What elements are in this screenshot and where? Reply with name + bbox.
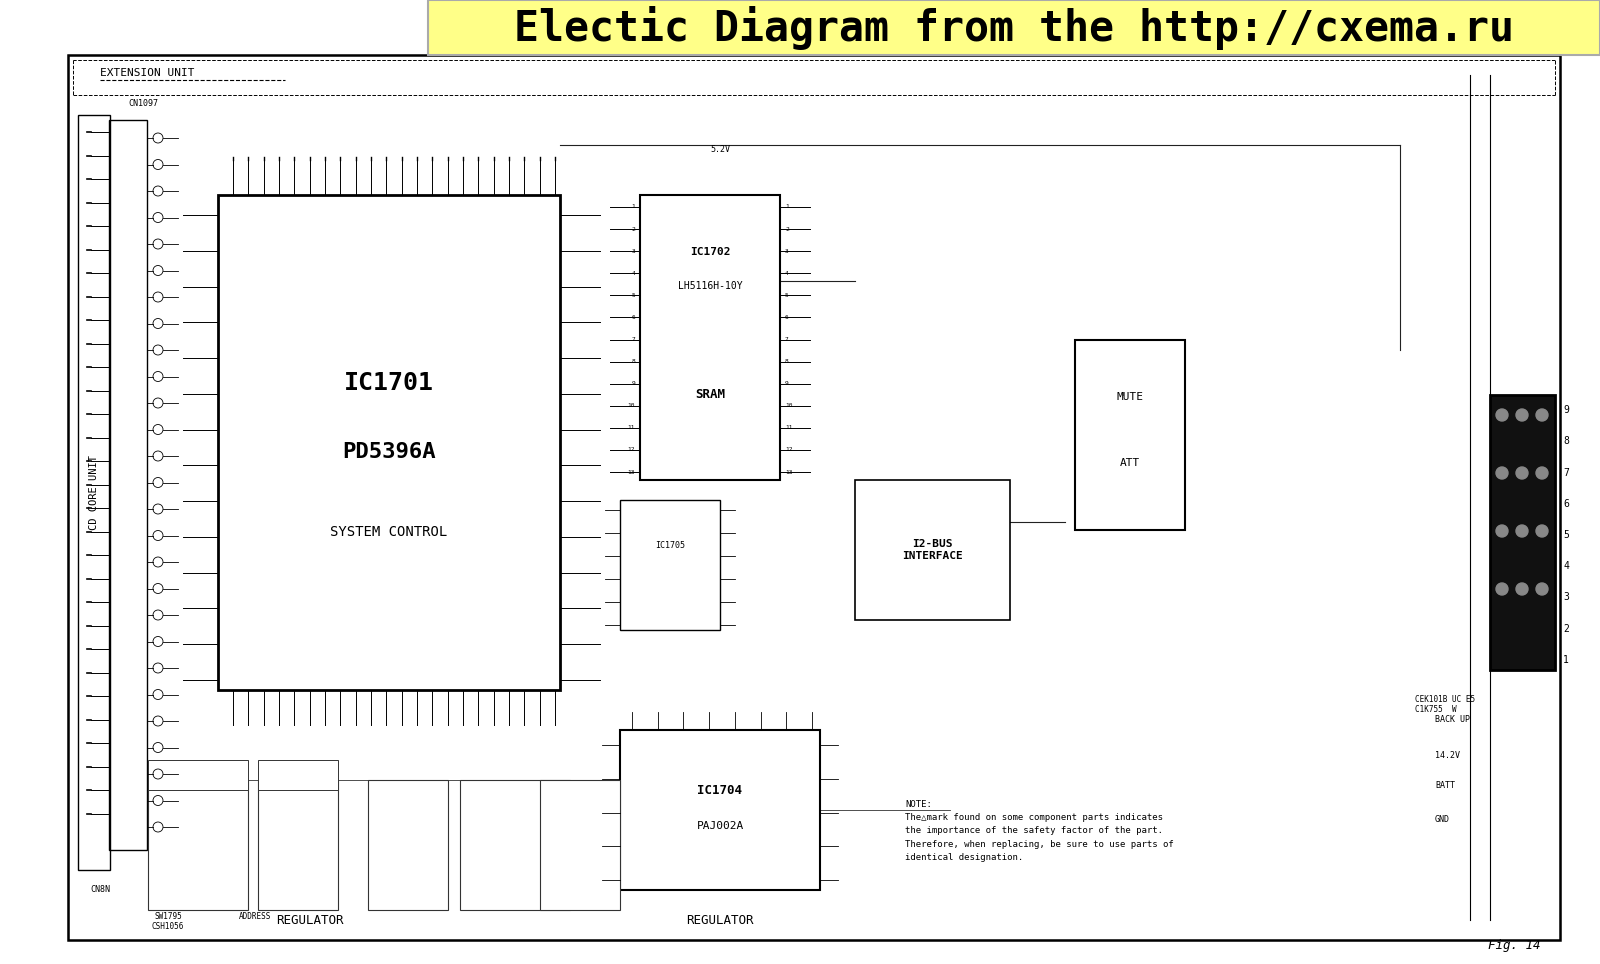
Text: CD CORE UNIT: CD CORE UNIT [90,455,99,530]
Bar [147,760,248,790]
Text: EXTENSION UNIT: EXTENSION UNIT [99,68,195,78]
Text: IC1701: IC1701 [344,371,434,395]
Text: 7: 7 [632,337,635,342]
Text: 7: 7 [1563,468,1570,477]
Text: 1: 1 [786,204,789,209]
Bar [109,120,147,850]
Text: 6: 6 [632,315,635,320]
Text: ATT: ATT [1120,459,1141,469]
Text: 12: 12 [627,447,635,452]
Circle shape [1517,525,1528,537]
Bar [258,760,338,790]
Text: 13: 13 [786,469,792,474]
Text: CN8N: CN8N [90,886,110,895]
Text: 1: 1 [1563,655,1570,665]
Text: IC1705: IC1705 [654,541,685,550]
Bar [368,780,448,910]
Text: IC1702: IC1702 [690,247,730,257]
Text: 9: 9 [1563,405,1570,415]
Text: 4: 4 [786,271,789,276]
Text: 8: 8 [786,359,789,364]
Text: 5: 5 [632,293,635,298]
Text: CEK101B UC E5
C1K755  W: CEK101B UC E5 C1K755 W [1414,695,1475,714]
Text: PAJ002A: PAJ002A [696,821,744,831]
Text: 8: 8 [1563,437,1570,446]
Circle shape [1517,467,1528,479]
Bar [78,115,110,870]
Text: 10: 10 [627,403,635,408]
Text: SYSTEM CONTROL: SYSTEM CONTROL [330,524,448,539]
Circle shape [1536,467,1549,479]
Circle shape [1496,583,1507,595]
Text: ADDRESS: ADDRESS [238,912,270,921]
Circle shape [1517,583,1528,595]
Bar [429,0,1600,55]
Text: 6: 6 [1563,498,1570,509]
Circle shape [1517,409,1528,421]
Text: 9: 9 [632,381,635,387]
Circle shape [1496,467,1507,479]
Bar [854,480,1010,620]
Text: 2: 2 [786,227,789,231]
Text: 11: 11 [786,425,792,430]
Text: 14.2V: 14.2V [1435,751,1459,760]
Text: 4: 4 [632,271,635,276]
Text: 3: 3 [1563,593,1570,602]
Text: 6: 6 [786,315,789,320]
Text: REGULATOR: REGULATOR [277,914,344,926]
Text: 3: 3 [786,249,789,254]
Circle shape [1496,409,1507,421]
Text: 12: 12 [786,447,792,452]
Text: 9: 9 [786,381,789,387]
Text: Electic Diagram from the http://cxema.ru: Electic Diagram from the http://cxema.ru [514,6,1514,49]
Text: 10: 10 [786,403,792,408]
Text: 2: 2 [632,227,635,231]
Text: NOTE:
The△mark found on some component parts indicates
the importance of the saf: NOTE: The△mark found on some component p… [906,800,1174,862]
Text: IC1704: IC1704 [698,785,742,797]
Circle shape [1536,583,1549,595]
Bar [640,195,781,480]
Bar [621,730,819,890]
Text: 13: 13 [627,469,635,474]
Text: 2: 2 [1563,624,1570,633]
Bar [1490,395,1555,670]
Text: MUTE: MUTE [1117,392,1144,402]
Bar [1075,340,1186,530]
Text: GND: GND [1435,816,1450,824]
Text: BATT: BATT [1435,781,1454,790]
Bar [218,195,560,690]
Text: SRAM: SRAM [694,388,725,401]
Text: 11: 11 [627,425,635,430]
Text: CN1097: CN1097 [128,99,158,108]
Text: 5.2V: 5.2V [710,146,730,154]
Bar [258,780,338,910]
Text: 5: 5 [1563,530,1570,540]
Circle shape [1496,525,1507,537]
Bar [461,780,570,910]
Text: 1: 1 [632,204,635,209]
Text: 5: 5 [786,293,789,298]
Text: Fig. 14: Fig. 14 [1488,939,1539,952]
Text: PD5396A: PD5396A [342,442,435,463]
Text: REGULATOR: REGULATOR [686,914,754,926]
Text: I2-BUS
INTERFACE: I2-BUS INTERFACE [902,539,963,561]
Text: SW1795
CSH1056: SW1795 CSH1056 [152,912,184,931]
Bar [541,780,621,910]
Bar [147,780,248,910]
Circle shape [1536,525,1549,537]
Text: 8: 8 [632,359,635,364]
Bar [621,500,720,630]
Circle shape [1536,409,1549,421]
Text: 7: 7 [786,337,789,342]
Text: 3: 3 [632,249,635,254]
Text: 4: 4 [1563,561,1570,572]
Text: LH5116H-10Y: LH5116H-10Y [678,281,742,291]
Text: BACK UP: BACK UP [1435,715,1470,725]
